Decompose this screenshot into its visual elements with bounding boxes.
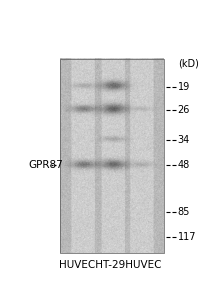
Text: 19: 19 — [178, 82, 190, 92]
Text: 85: 85 — [178, 207, 190, 217]
Text: 34: 34 — [178, 135, 190, 145]
Text: (kD): (kD) — [178, 59, 199, 69]
Text: GPR87: GPR87 — [29, 160, 64, 170]
Bar — [60, 59, 164, 253]
Text: 117: 117 — [178, 232, 196, 242]
Text: 48: 48 — [178, 160, 190, 170]
Text: HUVECHT-29HUVEC: HUVECHT-29HUVEC — [59, 260, 162, 270]
Text: 26: 26 — [178, 105, 190, 115]
